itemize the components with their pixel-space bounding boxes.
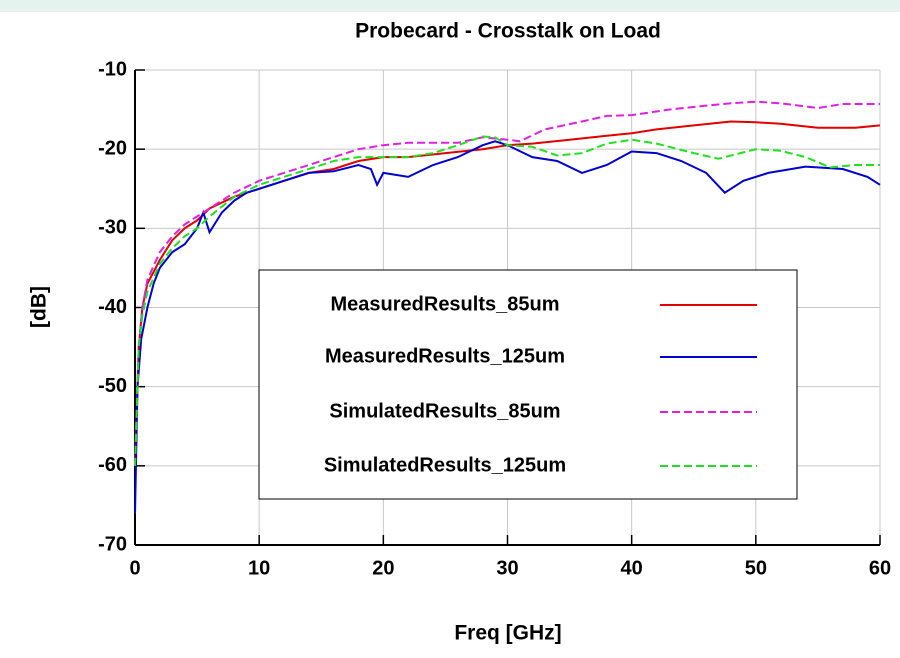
legend-box [258,269,798,500]
x-tick-label: 40 [621,557,643,579]
y-axis-label: [dB] [28,286,51,328]
plot-area: -70 -60 -50 -40 -30 -20 -10 0 10 20 30 40 50 60 Measur… [98,58,891,579]
legend-label: MeasuredResults_125um [325,345,565,367]
legend-label: MeasuredResults_85um [331,293,560,315]
y-tick-label: -40 [98,296,127,318]
chart-title: Probecard - Crosstalk on Load [355,20,661,43]
top-band [0,0,900,12]
series-line [134,100,880,466]
y-tick-label: -70 [98,533,127,555]
x-tick-label: 0 [129,557,140,579]
legend-label: SimulatedResults_85um [329,400,560,422]
y-tick-label: -20 [98,137,127,159]
x-tick-label: 30 [496,557,518,579]
x-tick-label: 20 [372,557,394,579]
x-tick-label: 50 [745,557,767,579]
y-tick-label: -60 [98,454,127,476]
y-tick-label: -30 [98,217,127,239]
y-tick-label: -50 [98,375,127,397]
x-tick-label: 60 [869,557,891,579]
y-tick-label: -10 [98,58,127,80]
series-line [134,140,881,514]
x-axis-label: Freq [GHz] [454,622,561,645]
legend-label: SimulatedResults_125um [324,454,566,476]
x-tick-label: 10 [248,557,270,579]
